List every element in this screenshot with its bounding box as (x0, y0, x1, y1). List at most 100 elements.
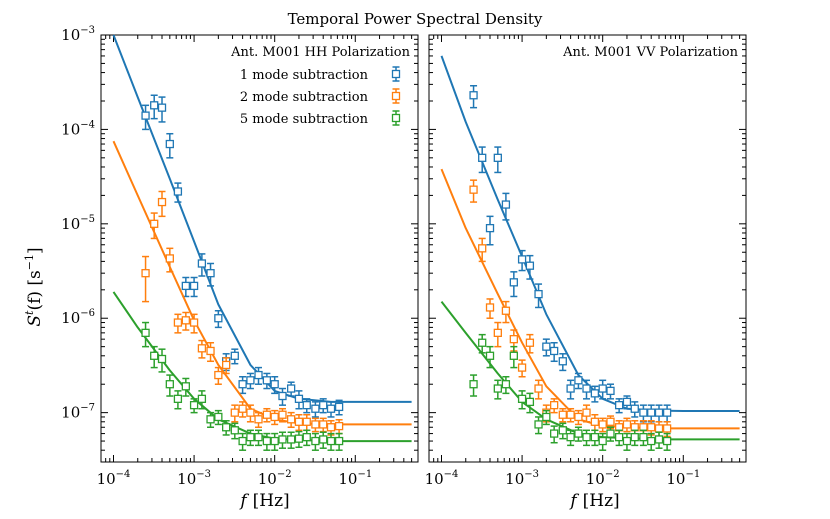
data-point (173, 318, 183, 327)
data-point (598, 384, 607, 393)
data-point (326, 423, 336, 432)
data-point (590, 417, 600, 426)
data-point (566, 432, 575, 442)
data-point (525, 397, 535, 407)
svg-text:St(f) [s−1]: St(f) [s−1] (23, 247, 45, 326)
data-point (501, 200, 511, 209)
data-point (157, 103, 167, 112)
data-point (558, 426, 567, 435)
data-point (509, 335, 518, 344)
data-point (181, 382, 190, 391)
data-point (525, 338, 535, 347)
data-point (630, 404, 639, 413)
data-point (550, 401, 559, 410)
y-axis-label-main: S (25, 315, 45, 327)
data-point (334, 402, 344, 412)
x-axis-label-left-var: f (238, 491, 249, 511)
data-point (622, 436, 632, 446)
data-point (214, 412, 223, 422)
data-point (614, 432, 624, 442)
x-tick-label: 10−2 (586, 469, 620, 488)
data-point (574, 376, 583, 385)
data-point (493, 153, 502, 162)
series-5-mode (440, 300, 740, 451)
plot-frame (428, 34, 747, 463)
data-point (165, 139, 174, 149)
data-point (478, 153, 487, 162)
data-point (590, 389, 600, 398)
data-point (326, 436, 336, 446)
data-point (206, 269, 215, 278)
data-point (485, 351, 495, 360)
panel-title: Ant. M001 HH Polarization (230, 45, 410, 60)
series-2-mode (440, 168, 740, 438)
data-point (197, 259, 207, 268)
data-point (647, 436, 656, 446)
data-point (222, 360, 231, 370)
data-point (181, 316, 190, 325)
data-point (141, 111, 150, 120)
data-point (286, 384, 296, 393)
panel-vv: 10−4 10−3 10−2 10−1 Ant. M001 VV Polarizatio… (425, 34, 747, 488)
data-point (622, 420, 632, 429)
data-point (286, 415, 296, 424)
data-point (311, 404, 320, 413)
x-tick-label: 10−1 (666, 469, 700, 488)
data-point (469, 185, 478, 194)
panel-title: Ant. M001 VV Polarization (562, 45, 739, 60)
y-axis-label-sup: t (23, 310, 36, 315)
legend-label: 5 mode subtraction (240, 112, 369, 127)
data-point (509, 351, 518, 360)
data-point (302, 432, 311, 442)
y-tick-label: 10−7 (61, 403, 95, 422)
data-point (550, 346, 559, 356)
y-axis-label: St(f) [s−1] (23, 247, 45, 326)
data-point (534, 289, 543, 299)
data-point (582, 432, 591, 442)
data-point (590, 432, 600, 442)
data-point (478, 338, 487, 347)
data-point (197, 394, 207, 403)
data-point (150, 351, 159, 360)
data-point (598, 420, 607, 429)
data-point (614, 401, 624, 410)
legend-label: 1 mode subtraction (240, 68, 369, 83)
data-point (294, 394, 304, 403)
data-point (622, 397, 632, 407)
data-point (278, 435, 287, 444)
data-point (662, 408, 672, 417)
data-point (582, 384, 591, 393)
data-point (286, 435, 296, 444)
data-point (230, 351, 239, 360)
data-point (157, 354, 167, 364)
data-point (270, 436, 279, 446)
fit-line (112, 140, 412, 426)
data-point (517, 394, 527, 403)
panel-hh: 10−4 10−3 10−2 10−1 10−7 10−6 10−5 10−4 10−3 Ant.… (61, 25, 419, 488)
legend: 1 mode subtraction 2 mode subtraction 5 mo… (240, 66, 401, 127)
data-point (654, 408, 664, 417)
data-point (550, 429, 559, 438)
data-point (478, 244, 487, 253)
x-axis-label-left-unit: [Hz] (253, 491, 290, 511)
data-point (150, 101, 159, 110)
data-point (606, 386, 615, 396)
series-5-mode (112, 291, 412, 451)
data-point (566, 410, 575, 419)
data-point (254, 415, 263, 424)
x-tick-label: 10−1 (338, 469, 372, 488)
data-point (485, 303, 495, 312)
data-point (302, 401, 311, 410)
data-point (173, 187, 183, 196)
data-point (294, 417, 304, 426)
data-point (582, 408, 591, 417)
data-point (238, 380, 247, 389)
series-1-mode (440, 55, 740, 423)
data-point (157, 197, 167, 207)
data-point (246, 432, 255, 442)
x-tick-label: 10−3 (177, 469, 211, 488)
data-point (319, 401, 328, 410)
data-point (639, 408, 648, 417)
legend-marker (391, 91, 401, 101)
